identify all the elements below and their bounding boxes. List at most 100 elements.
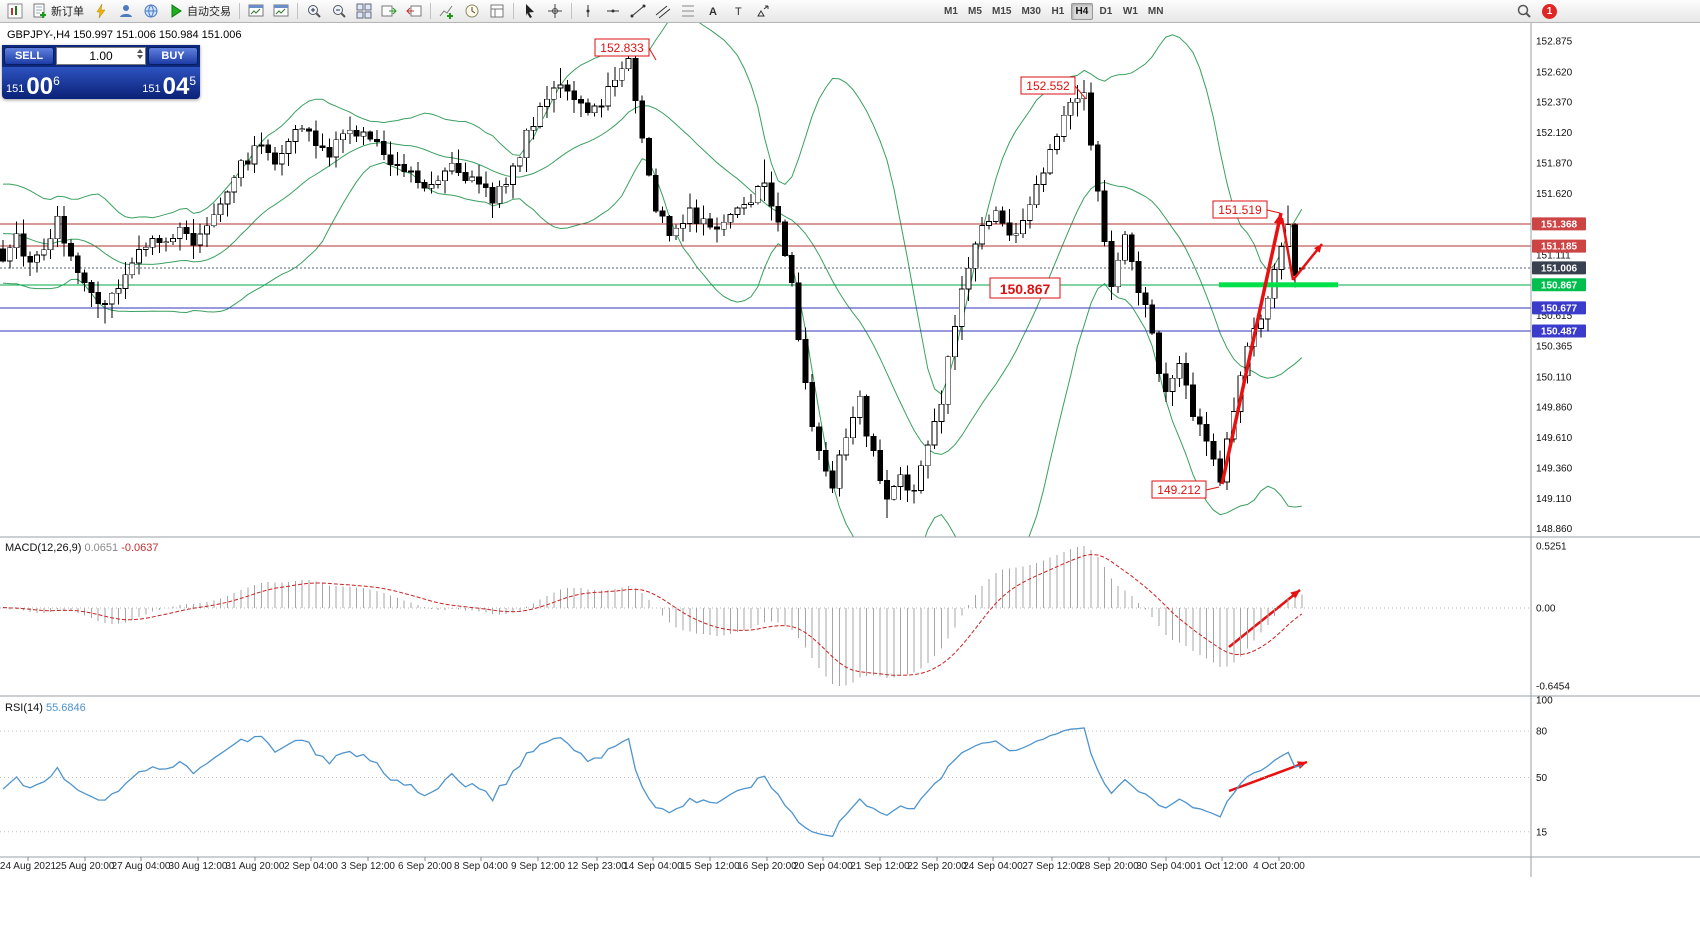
zoom-in-button[interactable] [302,2,326,21]
trade-panel-controls: SELL 1.00 BUY [2,45,200,67]
timeframe-d1-button[interactable]: D1 [1095,3,1117,20]
rsi-scale-label: 80 [1536,727,1548,738]
time-axis-label: 14 Sep 04:00 [623,861,683,872]
community-button[interactable] [139,2,163,21]
rsi-label: RSI(14) 55.6846 [5,702,86,714]
vertical-line-button[interactable] [576,2,600,21]
label-icon: T [735,6,742,18]
time-axis-label: 27 Sep 12:00 [1022,861,1082,872]
lot-decrease-button[interactable] [137,55,143,59]
text-icon: A [709,6,717,18]
horizontal-line-button[interactable] [601,2,625,21]
horizontal-line-icon [607,9,619,13]
text-tool-button[interactable]: A [701,2,725,21]
arrows-tool-button[interactable] [751,2,775,21]
buy-price-sup: 5 [189,74,196,88]
cursor-button[interactable] [518,2,542,21]
price-annotation-149.212[interactable]: 149.212 [1151,480,1220,499]
price-scale-label: 149.860 [1536,403,1573,414]
arrowhead-icon [1290,590,1300,599]
timeframe-m1-button[interactable]: M1 [940,3,962,20]
price-tag-150.677 [1532,301,1586,315]
template-icon [490,4,504,18]
trend-arrow-line[interactable] [1228,760,1308,793]
toolbar-separator [430,3,431,19]
auto-scroll-button[interactable] [377,2,401,21]
rsi-pane[interactable] [0,727,1531,838]
trend-arrow-line[interactable] [1280,217,1295,281]
sell-price-big: 00 [26,73,54,99]
lot-size-field[interactable]: 1.00 [56,47,146,65]
time-axis-label: 3 Sep 12:00 [341,861,395,872]
macd-pane[interactable] [0,546,1531,686]
zoom-out-button[interactable] [327,2,351,21]
price-annotation-151.519[interactable]: 151.519 [1212,200,1281,219]
experts-button[interactable] [89,2,113,21]
trendline-button[interactable] [626,2,650,21]
price-scale-label: 150.110 [1536,372,1572,383]
search-icon [1517,4,1531,18]
time-axis-label: 20 Sep 04:00 [793,861,853,872]
svg-text:150.867: 150.867 [1000,281,1051,297]
macd-histogram [2,546,1303,686]
price-tag-label: 151.006 [1541,263,1578,274]
price-annotation-152.833[interactable]: 152.833 [594,38,657,61]
app-chart-button[interactable] [3,2,27,21]
price-tag-150.487 [1532,324,1586,338]
svg-text:T: T [735,6,742,18]
trend-arrow-line[interactable] [1220,212,1283,485]
sell-price[interactable]: 151 00 6 [6,73,96,99]
time-axis-label: 24 Sep 04:00 [963,861,1023,872]
bollinger-bands [2,23,1303,537]
svg-text:149.212: 149.212 [1157,483,1201,497]
label-tool-button[interactable]: T [726,2,750,21]
time-axis-label: 28 Sep 20:00 [1079,861,1139,872]
new-chart-button[interactable] [244,2,268,21]
chart-app-icon [7,3,23,19]
lot-increase-button[interactable] [137,49,143,53]
timeframe-h4-button[interactable]: H4 [1070,2,1093,20]
indicators-button[interactable] [435,2,459,21]
crosshair-button[interactable] [543,2,567,21]
periods-button[interactable] [460,2,484,21]
accounts-button[interactable] [114,2,138,21]
main-chart-pane[interactable] [0,14,1531,590]
time-axis-label: 30 Sep 04:00 [1136,861,1196,872]
toolbar-right-group: 1 [1512,2,1557,21]
fibonacci-button[interactable] [676,2,700,21]
new-chart-icon [248,4,264,17]
arrows-icon [757,5,769,17]
tile-windows-button[interactable] [352,2,376,21]
arrowhead-icon [1314,244,1322,253]
search-button[interactable] [1512,2,1536,21]
templates-button[interactable] [485,2,509,21]
price-annotation-152.552[interactable]: 152.552 [1020,76,1087,100]
timeframe-m15-button[interactable]: M15 [988,3,1015,20]
auto-trading-button[interactable]: 自动交易 [164,2,235,21]
chart-shift-button[interactable] [402,2,426,21]
support-zone-highlight[interactable] [1219,282,1338,288]
timeframe-m5-button[interactable]: M5 [964,3,986,20]
buy-button[interactable]: BUY [148,47,198,65]
price-scale[interactable]: 152.875 152.620 152.370 152.120 151.870 151.6… [1532,36,1586,838]
timeframe-w1-button[interactable]: W1 [1119,3,1142,20]
time-axis-label: 21 Sep 12:00 [850,861,910,872]
buy-price[interactable]: 151 04 5 [107,74,196,99]
sell-button[interactable]: SELL [4,47,54,65]
notification-badge[interactable]: 1 [1542,3,1557,19]
price-scale-label: 152.875 [1536,36,1573,47]
rsi-scale-label: 50 [1536,773,1548,784]
profiles-button[interactable] [269,2,293,21]
timeframe-mn-button[interactable]: MN [1144,3,1168,20]
channel-button[interactable] [651,2,675,21]
timeframe-m30-button[interactable]: M30 [1017,3,1044,20]
rsi-scale-label: 15 [1536,827,1548,838]
chart-background [0,22,1700,946]
new-order-button[interactable]: 新订单 [28,2,88,21]
price-annotation-150.867[interactable]: 150.867 [989,277,1061,299]
zoom-in-icon [308,5,321,18]
timeframe-h1-button[interactable]: H1 [1047,3,1069,20]
channel-icon [655,5,671,19]
